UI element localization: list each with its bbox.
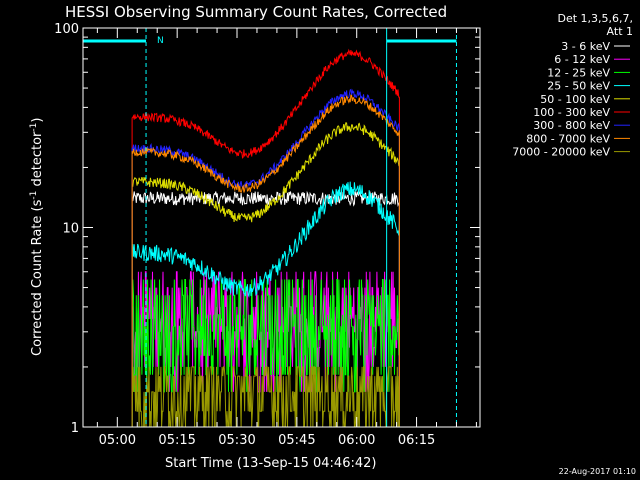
flag-marker-label: N (157, 36, 164, 46)
y-axis-label-mid: detector (30, 131, 45, 191)
y-axis-label-sup2: -1 (29, 123, 39, 132)
x-axis-ticks: 05:00 05:15 05:30 05:45 06:00 06:15 (96, 28, 477, 448)
series-line-5 (131, 48, 400, 427)
legend-label-8: 7000 - 20000 keV (512, 146, 610, 159)
x-tick-label-4: 06:00 (338, 433, 375, 448)
legend-label-7: 800 - 7000 keV (526, 132, 610, 145)
x-tick-label-1: 05:15 (158, 433, 195, 448)
legend-label-4: 50 - 100 keV (540, 93, 610, 106)
x-axis-label: Start Time (13-Sep-15 04:46:42) (165, 456, 376, 471)
y-axis-label-end: ) (30, 118, 45, 123)
y-axis-ticks: 1 10 100 (54, 22, 480, 436)
legend-label-2: 12 - 25 keV (547, 66, 610, 79)
x-tick-label-2: 05:30 (218, 433, 255, 448)
series-line-7 (131, 94, 400, 427)
x-tick-label-0: 05:00 (99, 433, 136, 448)
y-axis-label: Corrected Count Rate (s-1 detector-1) (29, 118, 45, 356)
footer-timestamp: 22-Aug-2017 01:10 (559, 467, 636, 476)
legend-label-6: 300 - 800 keV (533, 119, 610, 132)
y-axis-label-main: Corrected Count Rate (s (30, 199, 45, 356)
legend-header-line-2: Att 1 (607, 25, 633, 38)
legend-label-0: 3 - 6 keV (561, 40, 610, 53)
x-tick-label-5: 06:15 (398, 433, 435, 448)
series-line-4 (131, 122, 400, 427)
y-tick-label-0: 1 (71, 421, 79, 436)
legend-label-1: 6 - 12 keV (554, 53, 610, 66)
y-tick-label-2: 100 (54, 22, 79, 37)
chart-title: HESSI Observing Summary Count Rates, Cor… (65, 3, 447, 21)
legend-label-5: 100 - 300 keV (533, 106, 610, 119)
x-tick-label-3: 05:45 (278, 433, 315, 448)
series-line-3 (131, 181, 400, 427)
series-line-0 (131, 190, 400, 427)
y-axis-label-sup1: -1 (29, 191, 39, 200)
y-tick-label-1: 10 (62, 222, 79, 237)
legend-label-3: 25 - 50 keV (547, 80, 610, 93)
legend-header-line-1: Det 1,3,5,6,7, (557, 12, 633, 25)
